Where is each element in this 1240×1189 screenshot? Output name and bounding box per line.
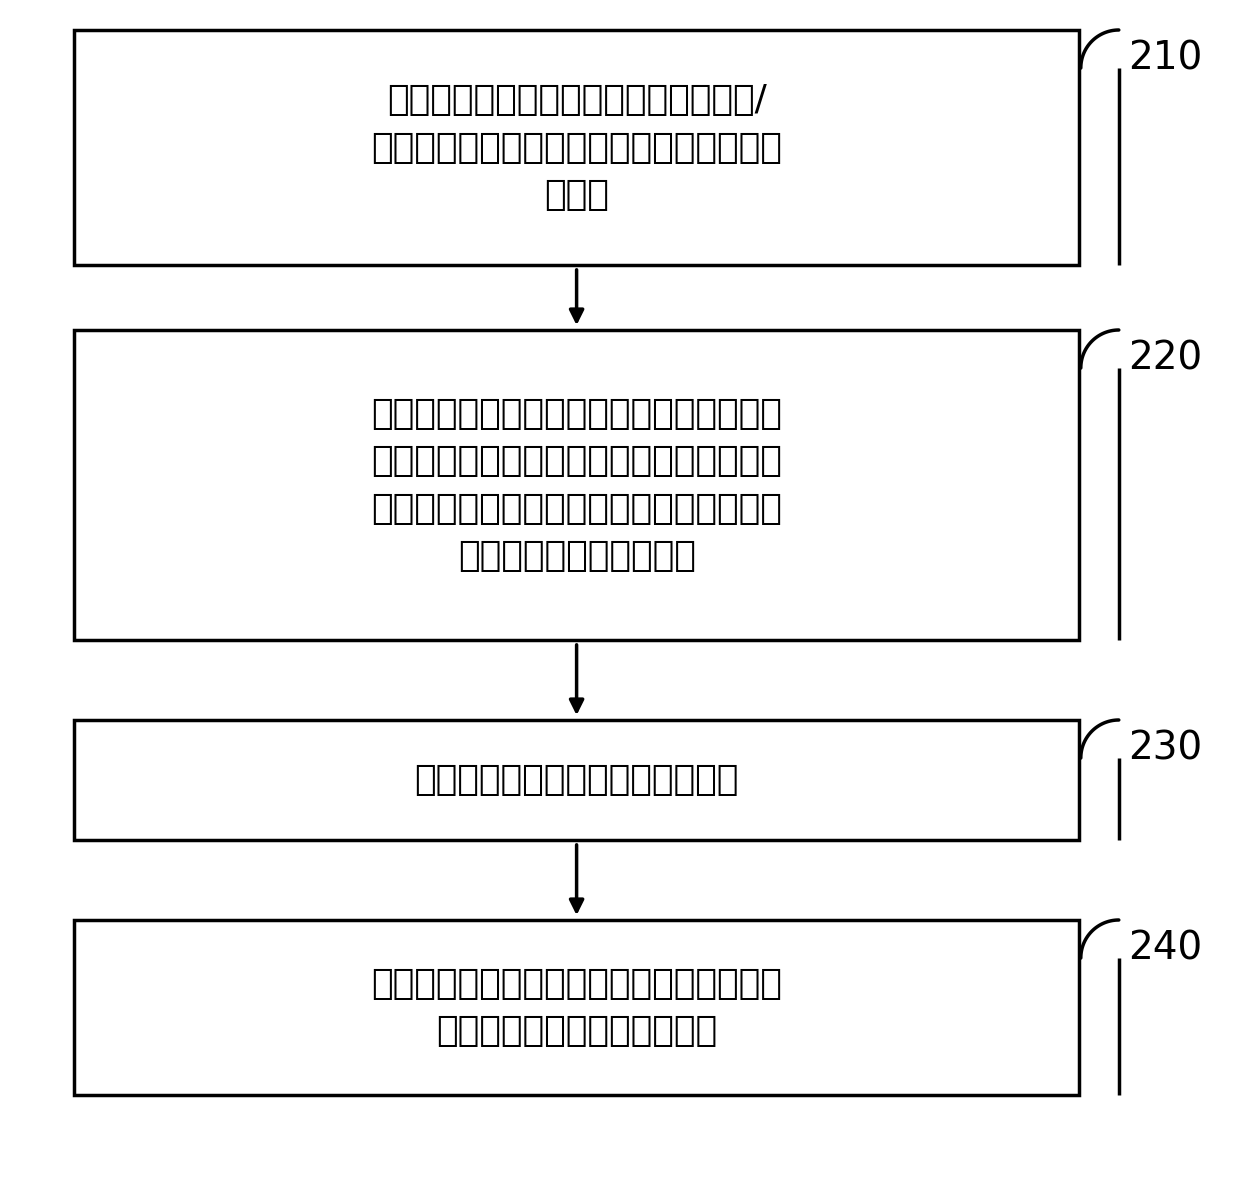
- Text: 240: 240: [1128, 930, 1203, 968]
- Bar: [74, 920, 1079, 1095]
- Bar: [74, 331, 1079, 640]
- Text: 210: 210: [1128, 40, 1203, 78]
- Text: 230: 230: [1128, 730, 1203, 768]
- Text: 将多个同步任务中不存在依赖关系的同步任
务分配给不同的线程并行执行: 将多个同步任务中不存在依赖关系的同步任 务分配给不同的线程并行执行: [371, 967, 782, 1049]
- Bar: [74, 721, 1079, 839]
- Bar: [74, 30, 1079, 265]
- Text: 确定多个同步任务之间的依赖关系: 确定多个同步任务之间的依赖关系: [414, 763, 739, 797]
- Text: 220: 220: [1128, 340, 1203, 378]
- Text: 检测网盘系统的客户端的网盘目录项和/
或网盘系统的服务器的网盘目录项的多个变
化操作: 检测网盘系统的客户端的网盘目录项和/ 或网盘系统的服务器的网盘目录项的多个变 化…: [371, 83, 782, 212]
- Text: 将多个变化操作转换为多个同步任务，多个
同步任务用于实现客户端的网盘目录项与服
务器的网盘目录项之间的同步，即每个变化
操作对应于一个同步任务: 将多个变化操作转换为多个同步任务，多个 同步任务用于实现客户端的网盘目录项与服 …: [371, 397, 782, 573]
